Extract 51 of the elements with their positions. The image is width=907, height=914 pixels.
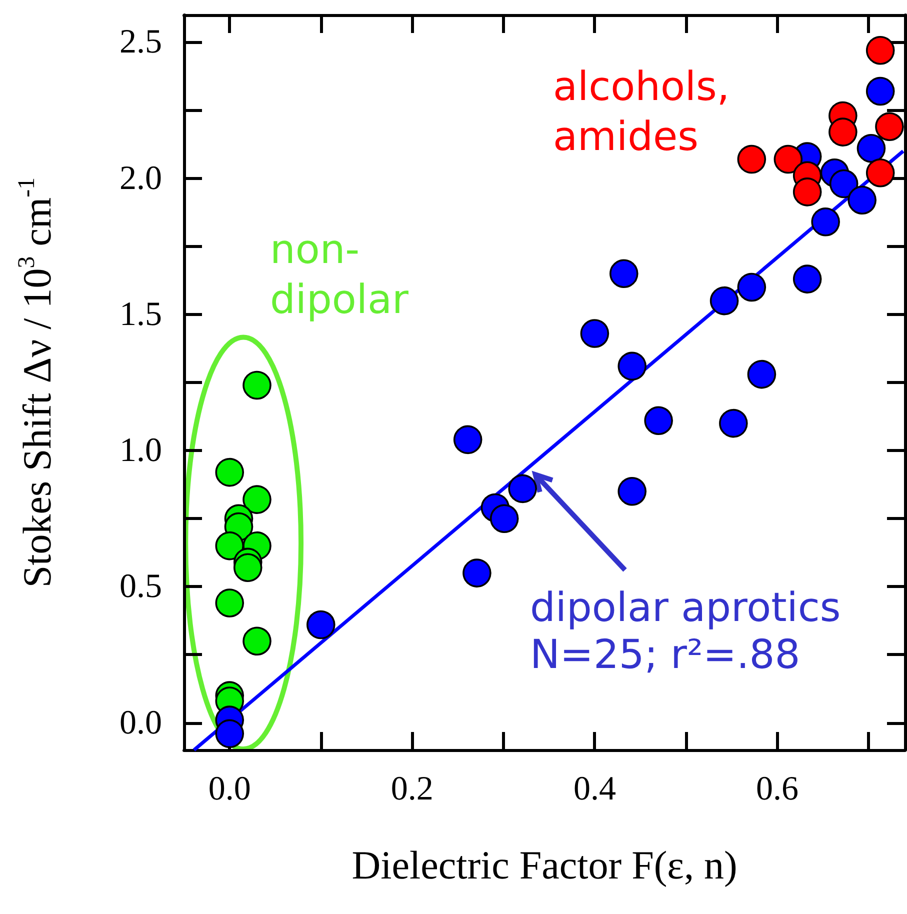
point (866, 158, 895, 188)
annotation: N=25; r²=.88 (530, 632, 800, 678)
point (747, 360, 776, 389)
point (737, 272, 766, 302)
point (866, 36, 895, 65)
point (580, 319, 610, 348)
y-tick-label: 0.5 (120, 568, 162, 606)
point (792, 264, 822, 294)
x-tick-label: 0.0 (208, 770, 251, 808)
point (828, 118, 858, 146)
y-tick-label: 2.5 (120, 24, 162, 61)
annotation: alcohols, amides (553, 64, 730, 160)
point (710, 286, 739, 316)
point (215, 719, 244, 748)
y-tick-label: 1.5 (120, 296, 162, 333)
point (610, 259, 638, 288)
x-tick-label: 0.4 (573, 770, 616, 808)
point (848, 186, 877, 215)
point (215, 458, 244, 487)
point (242, 370, 272, 400)
point (215, 531, 244, 560)
x-tick-label: 0.2 (390, 770, 434, 808)
y-tick-label: 2.0 (120, 160, 162, 197)
x-axis-title: Dielectric Factor F(ε, n) (352, 842, 738, 888)
point (644, 406, 673, 436)
point (242, 485, 272, 514)
point (866, 76, 895, 106)
point (618, 352, 647, 381)
x-tick-label: 0.6 (756, 770, 798, 808)
point (719, 408, 748, 438)
point (490, 504, 519, 534)
point (234, 553, 262, 582)
point (774, 144, 803, 174)
point (453, 425, 482, 454)
point (856, 134, 886, 163)
point (242, 626, 272, 656)
point (737, 144, 766, 174)
y-tick-label: 1.0 (120, 432, 162, 470)
point (508, 474, 537, 504)
point (215, 588, 244, 618)
annotation: non- dipolar (270, 227, 409, 323)
point (462, 558, 492, 588)
point (618, 476, 647, 506)
annotation: dipolar aprotics (530, 585, 841, 631)
point (792, 178, 822, 206)
point (875, 112, 904, 142)
point (306, 610, 336, 640)
y-tick-label: 0.0 (120, 704, 162, 742)
y-axis-title: Stokes Shift Δν / 103 cm-1 (14, 177, 60, 588)
point (811, 207, 840, 236)
point (829, 169, 858, 198)
